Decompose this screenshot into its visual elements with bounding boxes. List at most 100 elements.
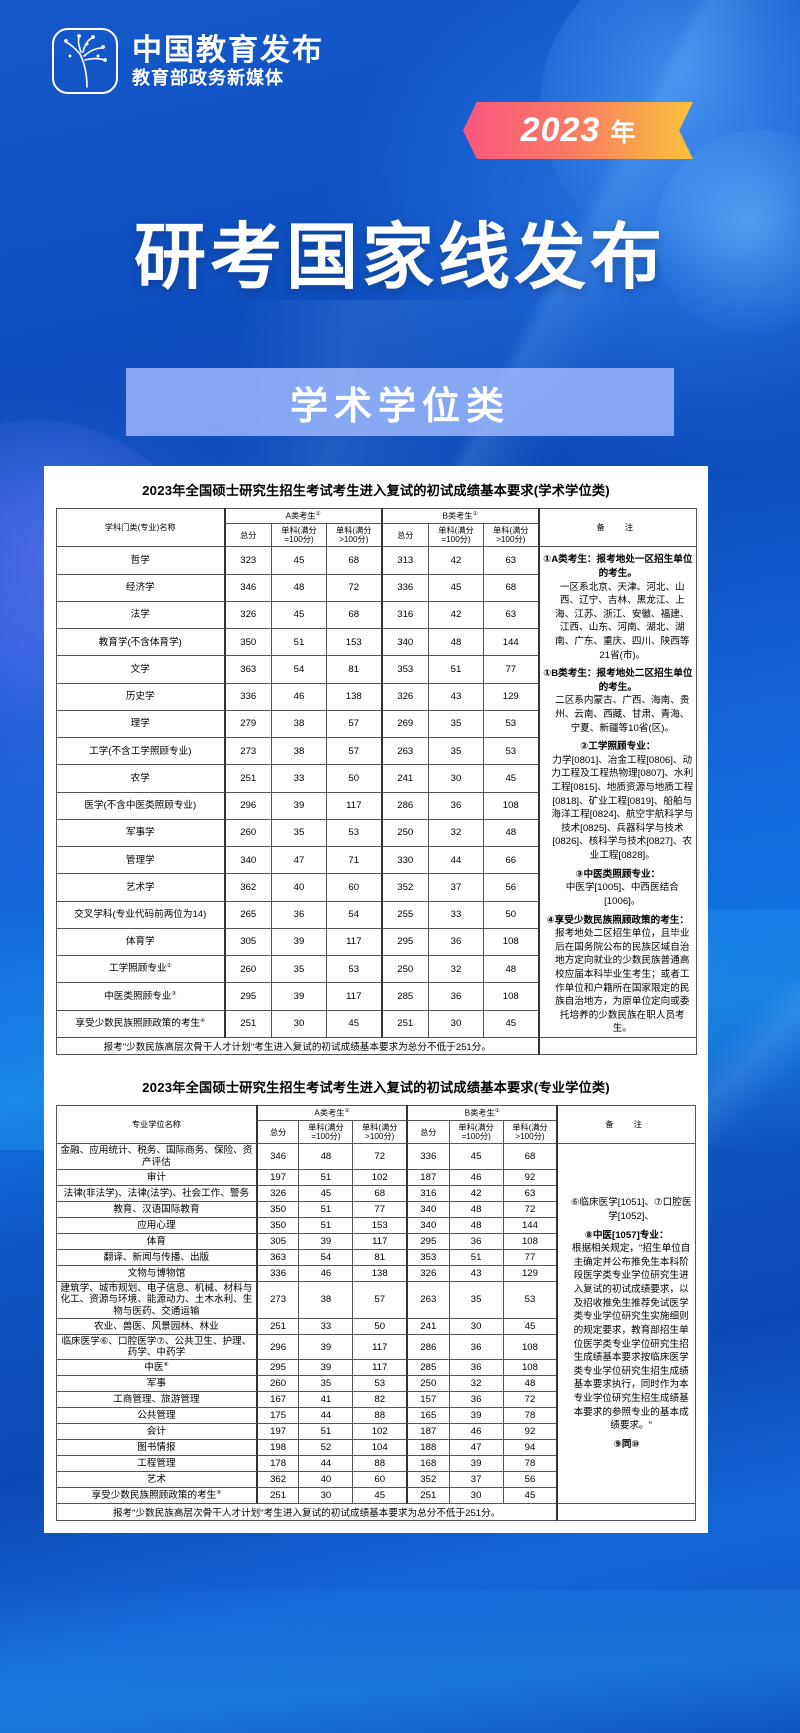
cell-b-single-eq: 32 bbox=[428, 955, 485, 984]
cell-b-single-eq: 37 bbox=[448, 1471, 504, 1489]
cell-b-total: 188 bbox=[406, 1439, 450, 1457]
remark-line: ③中医类照顾专业： bbox=[575, 868, 661, 880]
cell-a-single-eq: 39 bbox=[271, 927, 327, 957]
cell-a-total: 178 bbox=[255, 1455, 300, 1473]
cell-b-total: 340 bbox=[406, 1200, 450, 1218]
th-group-b: B类考生① bbox=[380, 508, 540, 524]
section-banner-academic: 学术学位类 bbox=[126, 368, 674, 436]
cell-a-single-eq: 48 bbox=[271, 573, 327, 602]
page-title: 研考国家线发布 bbox=[133, 218, 666, 298]
cell-subject: 公共管理 bbox=[55, 1407, 258, 1425]
cell-b-single-eq: 48 bbox=[448, 1216, 504, 1234]
cell-subject: 交叉学科(专业代码前两位为14) bbox=[56, 900, 225, 929]
cell-a-single-eq: 44 bbox=[298, 1407, 354, 1425]
cell-b-single-gt: 72 bbox=[502, 1391, 558, 1409]
cell-a-total: 251 bbox=[223, 764, 272, 793]
cell-a-total: 198 bbox=[255, 1439, 300, 1457]
cell-a-single-eq: 45 bbox=[298, 1184, 354, 1202]
cell-a-single-eq: 47 bbox=[271, 846, 327, 875]
cell-subject: 哲学 bbox=[56, 546, 225, 575]
cell-a-total: 305 bbox=[255, 1232, 300, 1250]
cell-a-single-eq: 52 bbox=[298, 1439, 354, 1457]
cell-a-total: 175 bbox=[255, 1407, 300, 1425]
cell-b-single-gt: 108 bbox=[502, 1333, 558, 1361]
cell-subject: 享受少数民族照顾政策的考生④ bbox=[56, 1009, 225, 1039]
cell-subject: 应用心理 bbox=[55, 1216, 258, 1234]
cell-b-total: 330 bbox=[380, 846, 430, 875]
cell-subject: 图书情报 bbox=[55, 1439, 258, 1457]
table-row: 农业、兽医、风景园林、林业 251 33 50 241 30 45 bbox=[55, 1317, 696, 1335]
cell-b-single-eq: 36 bbox=[448, 1232, 504, 1250]
cell-a-single-gt: 102 bbox=[352, 1168, 408, 1186]
cell-a-single-gt: 138 bbox=[325, 682, 383, 711]
cell-b-total: 326 bbox=[406, 1264, 450, 1282]
table-row: 体育学 305 39 117 295 36 108 bbox=[56, 927, 697, 957]
th-a-single-gt: 单科(满分 >100分) bbox=[325, 522, 383, 548]
cell-a-single-gt: 82 bbox=[352, 1391, 408, 1409]
cell-b-single-eq: 39 bbox=[448, 1455, 504, 1473]
cell-a-total: 273 bbox=[255, 1280, 300, 1319]
cell-a-single-gt: 50 bbox=[325, 764, 383, 793]
cell-a-single-eq: 41 bbox=[298, 1391, 354, 1409]
year-unit: 年 bbox=[610, 118, 636, 147]
cell-a-single-eq: 38 bbox=[271, 737, 327, 766]
cell-a-total: 260 bbox=[255, 1375, 300, 1393]
cell-a-total: 251 bbox=[223, 1009, 272, 1039]
cell-b-single-gt: 56 bbox=[483, 873, 540, 902]
cell-b-single-eq: 51 bbox=[428, 655, 485, 684]
remark-line: ⑥临床医学[1051]、⑦口腔医学[1052]、 bbox=[570, 1197, 692, 1223]
remark-line: 力学[0801]、冶金工程[0806]、动力工程及工程热物理[0807]、水利工… bbox=[551, 754, 694, 862]
cell-b-single-eq: 30 bbox=[428, 764, 485, 793]
cell-a-single-gt: 60 bbox=[325, 873, 383, 902]
cell-b-total: 340 bbox=[380, 628, 430, 657]
cell-b-single-gt: 108 bbox=[502, 1359, 558, 1377]
cell-b-total: 353 bbox=[406, 1248, 450, 1266]
table-row: 艺术学 362 40 60 352 37 56 bbox=[56, 873, 697, 902]
cell-b-single-eq: 46 bbox=[448, 1423, 504, 1441]
cell-b-single-eq: 48 bbox=[428, 628, 485, 657]
cell-b-total: 295 bbox=[406, 1232, 450, 1250]
cell-b-single-eq: 30 bbox=[428, 1009, 485, 1039]
cell-b-single-gt: 63 bbox=[483, 600, 540, 630]
cell-b-single-gt: 53 bbox=[483, 737, 540, 766]
cell-subject: 临床医学⑥、口腔医学⑦、公共卫生、护理、药学、中药学 bbox=[55, 1333, 258, 1361]
remark-line: ④享受少数民族照顾政策的考生： bbox=[546, 914, 689, 926]
th-group-a: A类考生① bbox=[223, 508, 383, 524]
th-subject: 专业学位名称 bbox=[55, 1104, 258, 1145]
cell-a-single-gt: 81 bbox=[352, 1248, 408, 1266]
cell-a-single-gt: 68 bbox=[325, 600, 383, 630]
cell-b-total: 316 bbox=[380, 600, 430, 630]
cell-subject: 法律(非法学)、法律(法学)、社会工作、警务 bbox=[55, 1184, 258, 1202]
brand-subtitle: 教育部政务新媒体 bbox=[132, 67, 284, 88]
cell-a-total: 362 bbox=[223, 873, 272, 902]
academic-table-card: 2023年全国硕士研究生招生考试考生进入复试的初试成绩基本要求(学术学位类) 学… bbox=[44, 466, 708, 1068]
th-a-total: 总分 bbox=[223, 522, 272, 548]
cell-b-single-eq: 32 bbox=[428, 818, 485, 848]
table-subheader-row: 总分 单科(满分 =100分) 单科(满分 >100分) 总分 单科(满分 =100分… bbox=[57, 522, 697, 548]
cell-a-single-gt: 104 bbox=[352, 1439, 408, 1457]
cell-b-single-gt: 108 bbox=[502, 1232, 558, 1250]
cell-subject: 工学(不含工学照顾专业) bbox=[56, 737, 225, 766]
cell-a-single-eq: 33 bbox=[298, 1317, 354, 1335]
cell-subject: 文物与博物馆 bbox=[55, 1264, 258, 1282]
cell-subject: 体育 bbox=[55, 1232, 258, 1250]
table-row: 工学照顾专业② 260 35 53 250 32 48 bbox=[56, 955, 697, 984]
cell-b-single-eq: 37 bbox=[428, 873, 485, 902]
cell-a-single-gt: 53 bbox=[352, 1375, 408, 1393]
table-row: 临床医学⑥、口腔医学⑦、公共卫生、护理、药学、中药学 296 39 117 286 36 1… bbox=[55, 1333, 696, 1361]
cell-b-total: 353 bbox=[380, 655, 430, 684]
cell-a-single-gt: 117 bbox=[325, 791, 383, 820]
cell-a-single-eq: 35 bbox=[271, 955, 327, 984]
professional-score-table: 专业学位名称 A类考生① B类考生① 备 注 总分 单科(满分 =100分) bbox=[55, 1104, 697, 1522]
cell-subject: 审计 bbox=[55, 1168, 258, 1186]
cell-subject: 金融、应用统计、税务、国际商务、保险、资产评估 bbox=[55, 1143, 258, 1170]
dandelion-logo-icon bbox=[52, 28, 118, 94]
cell-b-total: 326 bbox=[380, 682, 430, 711]
cell-a-single-gt: 57 bbox=[352, 1280, 408, 1319]
table-row: 应用心理 350 51 153 340 48 144 bbox=[55, 1216, 696, 1234]
cell-a-total: 340 bbox=[223, 846, 272, 875]
cell-a-total: 346 bbox=[255, 1143, 300, 1170]
cell-b-total: 313 bbox=[380, 546, 430, 575]
academic-score-table: 学科门类(专业)名称 A类考生① B类考生① 备 注 总分 单科(满分 =100分… bbox=[55, 507, 698, 1056]
cell-b-total: 241 bbox=[380, 764, 430, 793]
